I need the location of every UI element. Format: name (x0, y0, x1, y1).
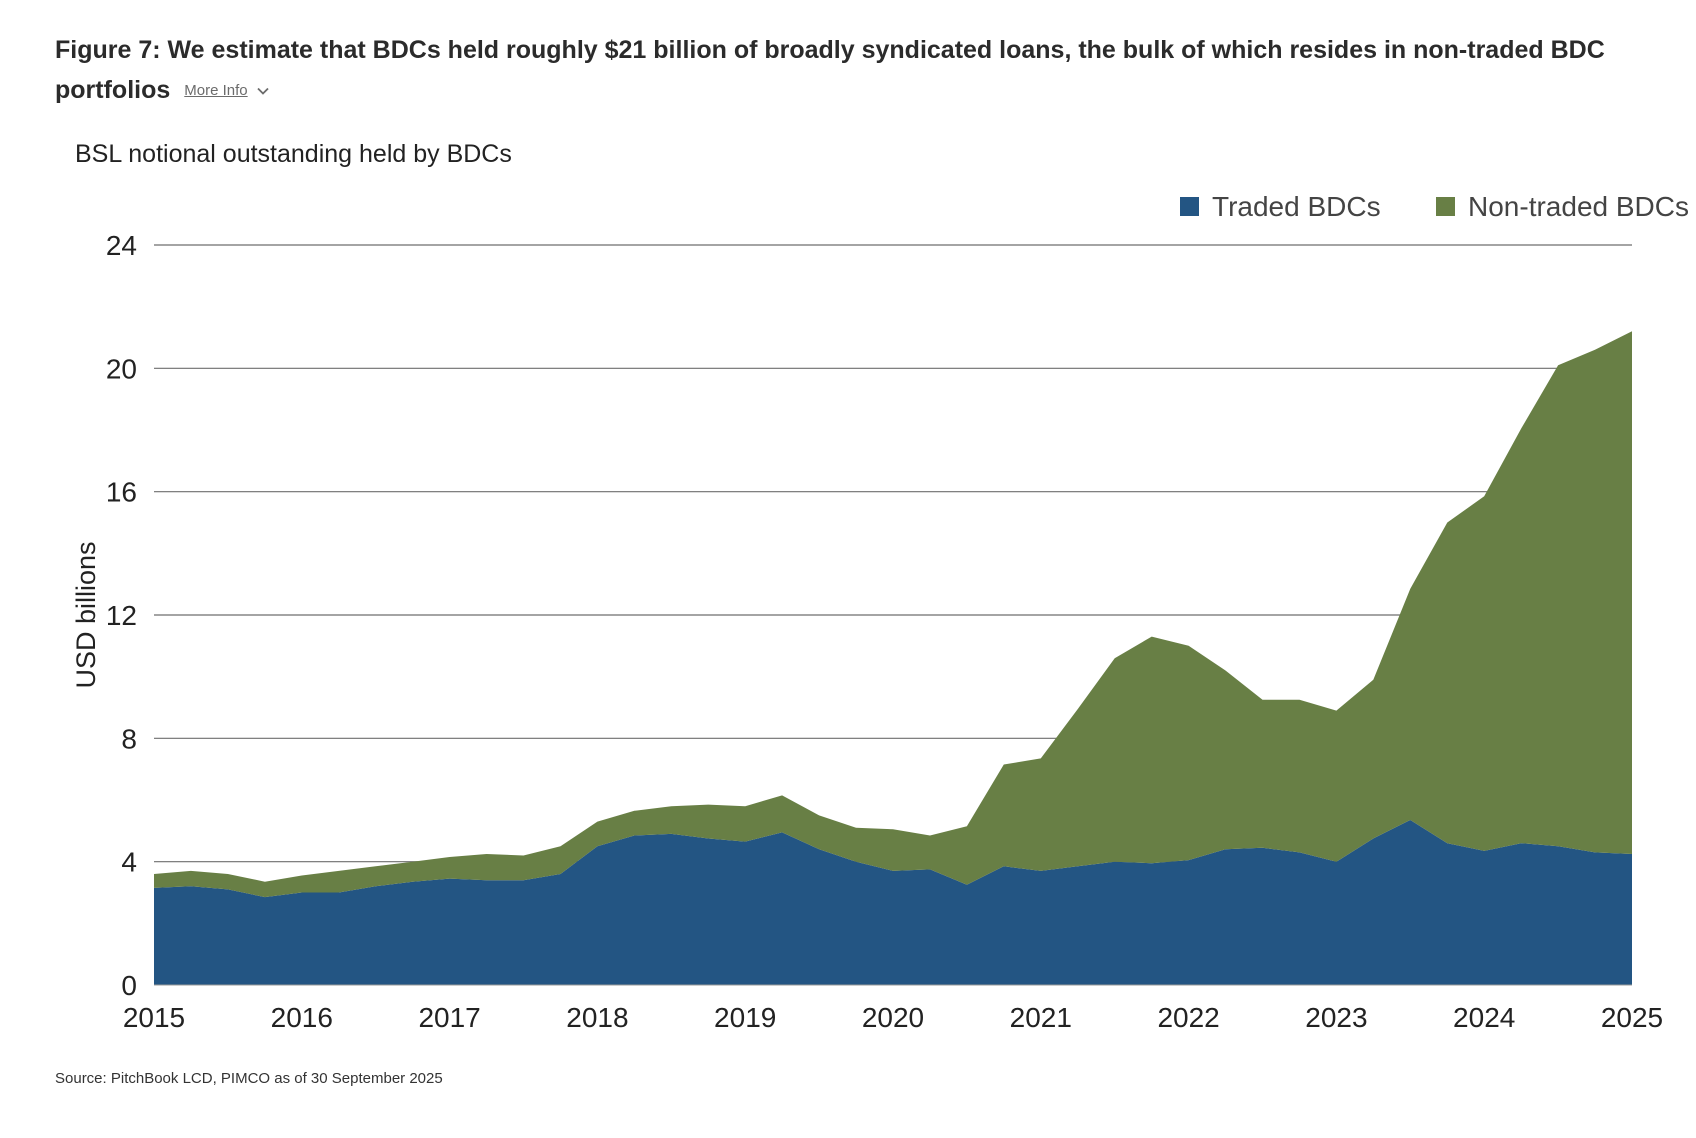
figure-title-text: Figure 7: We estimate that BDCs held rou… (55, 36, 1605, 104)
x-tick-label: 2022 (1157, 1002, 1219, 1033)
more-info-link[interactable]: More Info (184, 71, 269, 111)
x-tick-label: 2016 (271, 1002, 333, 1033)
more-info-label: More Info (184, 82, 248, 100)
area-traded-bdcs (154, 820, 1632, 985)
x-tick-label: 2015 (123, 1002, 185, 1033)
legend-label: Traded BDCs (1212, 191, 1381, 222)
x-tick-label: 2017 (418, 1002, 480, 1033)
y-tick-label: 16 (106, 477, 137, 508)
legend-label: Non-traded BDCs (1468, 191, 1689, 222)
x-tick-label: 2023 (1305, 1002, 1367, 1033)
y-tick-label: 24 (106, 230, 137, 261)
x-tick-label: 2024 (1453, 1002, 1515, 1033)
chevron-down-icon (257, 88, 269, 96)
y-tick-label: 8 (121, 723, 137, 754)
y-axis-ticks: 0 4 8 12 16 20 24 (106, 230, 137, 1001)
y-tick-label: 0 (121, 970, 137, 1001)
chart-subtitle: BSL notional outstanding held by BDCs (75, 140, 512, 168)
y-tick-label: 12 (106, 600, 137, 631)
legend-swatch (1180, 197, 1199, 216)
x-tick-label: 2020 (862, 1002, 924, 1033)
x-tick-label: 2018 (566, 1002, 628, 1033)
x-tick-label: 2025 (1601, 1002, 1663, 1033)
y-tick-label: 20 (106, 353, 137, 384)
area-series (154, 331, 1632, 986)
x-tick-label: 2021 (1010, 1002, 1072, 1033)
area-chart: BSL notional outstanding held by BDCs Tr… (71, 140, 1689, 1033)
area-non-traded-bdcs (154, 331, 1632, 898)
source-note: Source: PitchBook LCD, PIMCO as of 30 Se… (55, 1070, 443, 1087)
y-axis-label: USD billions (71, 541, 101, 688)
legend-swatch (1436, 197, 1455, 216)
chart-container: BSL notional outstanding held by BDCs Tr… (0, 120, 1696, 1060)
y-tick-label: 4 (121, 847, 137, 878)
figure-header: Figure 7: We estimate that BDCs held rou… (55, 30, 1655, 111)
x-tick-label: 2019 (714, 1002, 776, 1033)
chart-legend: Traded BDCs Non-traded BDCs (1180, 191, 1689, 222)
figure-title: Figure 7: We estimate that BDCs held rou… (55, 30, 1655, 111)
x-axis-ticks: 2015 2016 2017 2018 2019 2020 2021 2022 2023 2024… (123, 1002, 1663, 1033)
